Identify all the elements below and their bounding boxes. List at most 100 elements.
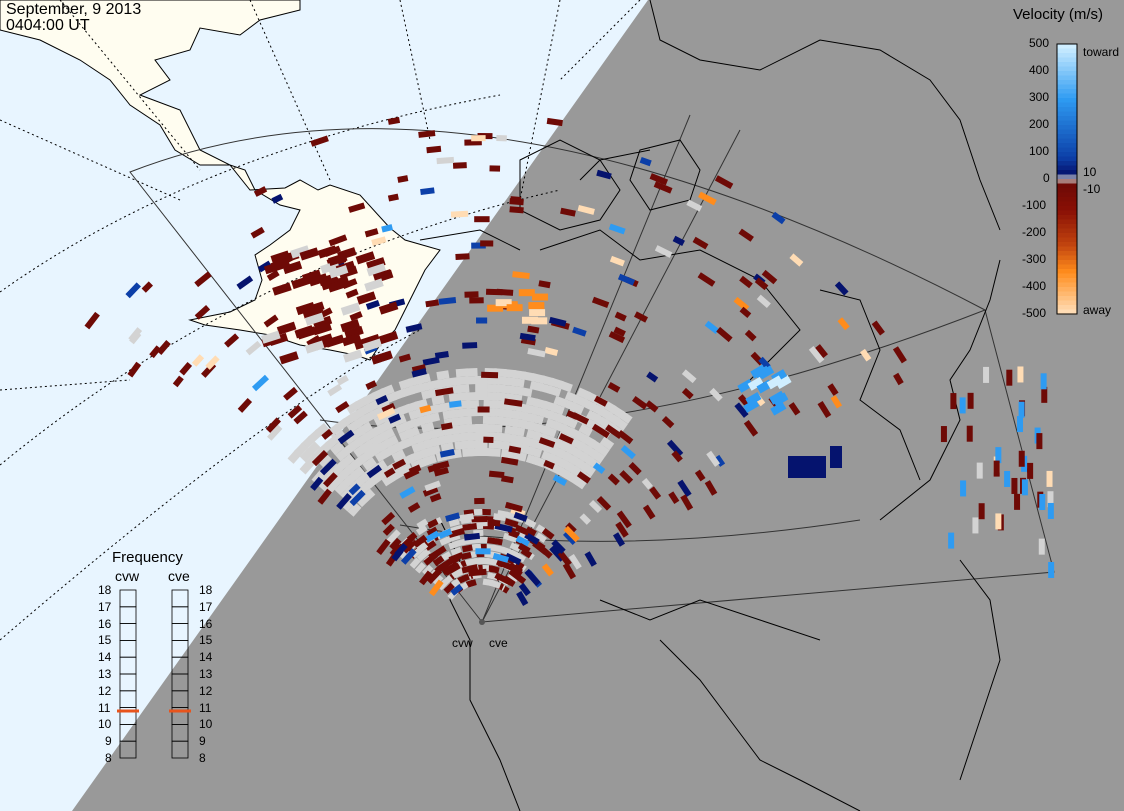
radar-cell [461,544,473,553]
colorbar-swatch [1057,197,1077,203]
radar-cell [502,575,516,587]
radar-cell [482,578,494,587]
frequency-tick: 18 [98,583,112,597]
radar-cell [310,476,324,491]
colorbar-swatch [1057,305,1077,311]
radar-cell [432,555,445,567]
radar-cell [535,532,547,543]
radar-cell [860,348,872,362]
radar-cell [706,450,720,467]
radar-cell [382,523,395,536]
colorbar-swatch [1057,179,1077,185]
radar-cell [290,245,310,259]
radar-cell [518,582,531,597]
radar-cell [464,291,479,298]
radar-cell [1017,366,1024,383]
radar-cell [383,467,396,478]
radar-cell [563,525,580,543]
radar-cell [579,513,592,525]
radar-cell [335,447,350,462]
velocity-toward-label: toward [1083,45,1120,59]
radar-cell [480,508,491,516]
site-label-cve: cve [489,636,508,650]
radar-cell [576,387,591,400]
radar-cell [661,415,675,429]
radar-cell [482,415,496,425]
radar-cell [714,175,734,189]
radar-cell [761,269,778,285]
radar-cell [562,562,577,580]
radar-cell [487,304,504,312]
colorbar-swatch [1057,174,1077,180]
radar-cell [504,425,518,436]
radar-cell [442,409,456,420]
radar-cell [568,554,582,570]
radar-cell [553,395,568,408]
colorbar-swatch [1057,228,1077,234]
colorbar-swatch [1057,147,1077,153]
radar-cell [709,387,723,402]
radar-cell [983,366,990,383]
radar-cell [596,169,612,180]
radar-cell [808,345,825,364]
radar-cell [425,299,440,308]
radar-cell [443,582,455,594]
radar-cell [513,511,528,522]
radar-cell [366,257,386,271]
radar-cell [514,524,530,536]
radar-cell [448,540,460,550]
radar-cell [527,325,540,334]
radar-cell [521,316,538,324]
radar-cell [448,552,464,563]
radar-cell [948,532,955,549]
radar-cell [372,269,393,283]
radar-cell [322,472,338,488]
radar-cell [578,423,593,437]
radar-cell [541,450,556,463]
radar-cell [515,535,530,547]
colorbar-swatch [1057,219,1077,225]
radar-cell [346,419,362,433]
frequency-tick: 11 [199,700,212,715]
radar-cell [465,375,479,385]
radar-cell [995,513,1002,530]
radar-cell [512,369,526,380]
radar-cell [443,562,461,576]
radar-cell [771,211,786,225]
radar-cell [599,436,615,451]
radar-cell [508,562,523,575]
radar-cell [426,518,439,529]
radar-cell [455,253,470,260]
velocity-away-label: away [1083,303,1112,317]
radar-cell [330,441,345,456]
radar-cell [1014,493,1021,510]
radar-cell [397,175,409,183]
radar-cell [394,543,408,558]
frequency-tick: 11 [98,700,111,715]
frequency-tick: 12 [199,683,213,698]
radar-cell [365,380,378,390]
frequency-tick: 13 [199,667,213,681]
radar-cell [353,336,374,350]
radar-cell [1006,369,1013,386]
frequency-tick: 15 [98,633,112,648]
radar-cell [336,374,349,386]
radar-cell [267,424,283,441]
colorbar-swatch [1057,66,1077,72]
radar-cell [337,429,355,445]
colorbar-swatch [1057,111,1077,117]
colorbar-swatch [1057,188,1077,194]
radar-cell [694,469,706,482]
radar-cell [378,331,399,345]
radar-cell [299,247,320,261]
colorbar-swatch [1057,282,1077,288]
radar-cell [525,454,540,466]
radar-cell [1011,477,1018,494]
colorbar-swatch [1057,134,1077,140]
radar-cell [392,458,407,470]
radar-cell [475,383,488,393]
radar-cell [348,202,366,213]
colorbar-swatch [1057,129,1077,135]
radar-cell [1039,494,1046,511]
